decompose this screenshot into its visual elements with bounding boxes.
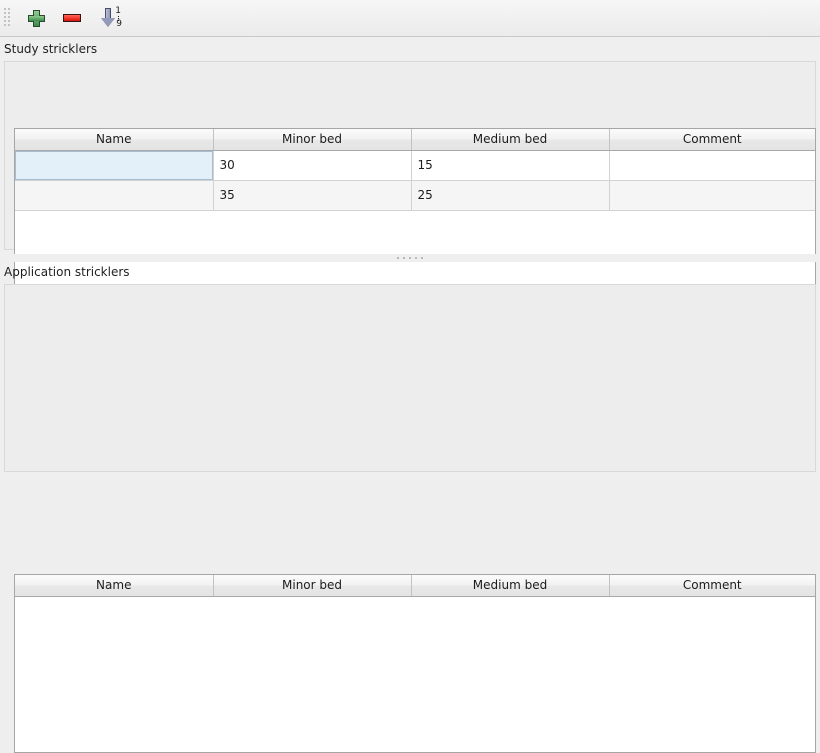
application-stricklers-table[interactable]: Name Minor bed Medium bed Comment	[14, 574, 816, 753]
table-row[interactable]: 30 15	[15, 150, 815, 181]
column-header-minor-bed[interactable]: Minor bed	[213, 129, 412, 151]
study-stricklers-panel: Name Minor bed Medium bed Comment 30 15	[4, 61, 816, 308]
sort-ellipsis-icon	[118, 16, 120, 21]
column-header-medium-bed[interactable]: Medium bed	[411, 575, 610, 597]
panel-splitter[interactable]	[0, 254, 820, 262]
add-row-button[interactable]	[21, 3, 51, 33]
column-header-medium-bed[interactable]: Medium bed	[411, 129, 610, 151]
cell-medium-bed[interactable]: 15	[411, 150, 610, 181]
column-header-name[interactable]: Name	[15, 575, 214, 597]
column-header-comment[interactable]: Comment	[609, 129, 815, 151]
table-header-row: Name Minor bed Medium bed Comment	[15, 575, 815, 597]
toolbar-grip[interactable]	[3, 6, 14, 30]
study-stricklers-grid: Name Minor bed Medium bed Comment 30 15	[15, 129, 815, 211]
column-header-minor-bed[interactable]: Minor bed	[213, 575, 412, 597]
cell-name[interactable]	[15, 150, 214, 181]
table-header-row: Name Minor bed Medium bed Comment	[15, 129, 815, 151]
sort-glyph-bottom: 9	[116, 19, 122, 29]
plus-icon	[27, 9, 45, 27]
toolbar: 1 9	[0, 0, 820, 37]
application-stricklers-panel: Name Minor bed Medium bed Comment	[4, 284, 816, 753]
cell-comment[interactable]	[609, 150, 815, 181]
cell-minor-bed[interactable]: 35	[213, 180, 412, 211]
cell-comment[interactable]	[609, 180, 815, 211]
cell-name[interactable]	[15, 180, 214, 211]
study-stricklers-table[interactable]: Name Minor bed Medium bed Comment 30 15	[14, 128, 816, 308]
column-header-name[interactable]: Name	[15, 129, 214, 151]
application-stricklers-label: Application stricklers	[4, 265, 130, 279]
sort-button[interactable]: 1 9	[97, 3, 127, 33]
table-row[interactable]: 35 25	[15, 180, 815, 211]
sort-glyph-top: 1	[115, 6, 121, 16]
study-stricklers-label: Study stricklers	[4, 42, 98, 56]
remove-row-button[interactable]	[57, 3, 87, 33]
table-empty-area[interactable]	[15, 596, 815, 752]
sort-descending-icon: 1 9	[101, 7, 123, 29]
cell-minor-bed[interactable]: 30	[213, 150, 412, 181]
minus-icon	[63, 14, 81, 22]
application-stricklers-grid: Name Minor bed Medium bed Comment	[15, 575, 815, 597]
cell-medium-bed[interactable]: 25	[411, 180, 610, 211]
column-header-comment[interactable]: Comment	[609, 575, 815, 597]
